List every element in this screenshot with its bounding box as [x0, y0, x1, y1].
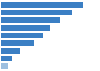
Bar	[1, 25, 50, 31]
Bar	[1, 33, 43, 38]
Bar	[1, 63, 8, 69]
Bar	[1, 40, 34, 46]
Bar	[1, 48, 20, 54]
Bar	[1, 2, 83, 8]
Bar	[1, 10, 72, 15]
Bar	[1, 17, 60, 23]
Bar	[1, 56, 12, 61]
